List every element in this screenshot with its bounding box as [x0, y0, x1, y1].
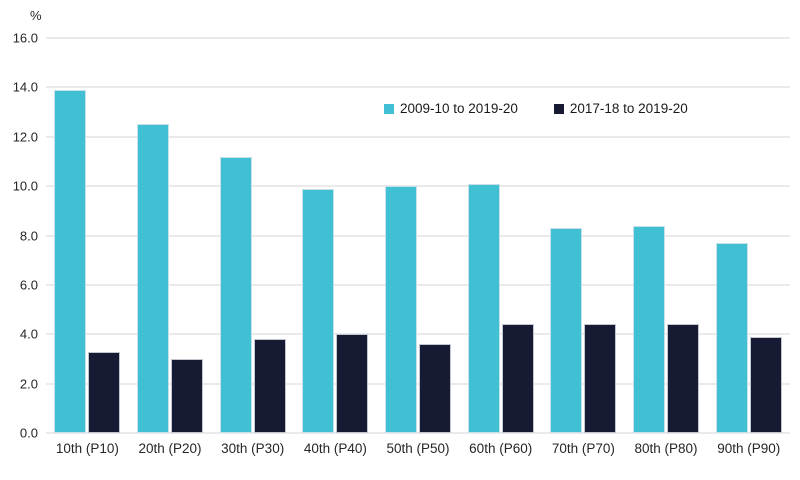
bar — [302, 188, 335, 433]
gridline — [46, 135, 790, 138]
bar — [54, 89, 87, 433]
gridline — [46, 432, 790, 434]
x-category-label: 70th (P70) — [551, 441, 615, 456]
y-tick-label: 4.0 — [19, 326, 38, 342]
x-category-label: 40th (P40) — [303, 441, 367, 456]
y-tick-label: 12.0 — [12, 129, 38, 145]
y-tick-label: 14.0 — [12, 79, 38, 95]
x-category-label: 60th (P60) — [469, 441, 533, 456]
bar — [137, 124, 169, 433]
bar — [336, 334, 369, 433]
bar — [501, 324, 534, 433]
y-tick-label: 2.0 — [19, 376, 38, 392]
x-category-label: 80th (P80) — [634, 441, 698, 456]
bar-group — [542, 38, 625, 433]
legend-label: 2009-10 to 2019-20 — [400, 101, 518, 116]
bar-group — [625, 38, 708, 433]
gridline — [46, 333, 790, 336]
y-tick-label: 0.0 — [19, 425, 38, 441]
legend: 2009-10 to 2019-20 2017-18 to 2019-20 — [384, 101, 688, 116]
x-category-label: 90th (P90) — [717, 441, 781, 456]
bar-group — [294, 38, 377, 433]
x-category-label: 50th (P50) — [386, 441, 450, 456]
legend-label: 2017-18 to 2019-20 — [569, 101, 688, 116]
bar — [171, 358, 203, 433]
gridline — [46, 86, 790, 89]
bar-groups — [46, 38, 790, 433]
bar — [467, 183, 500, 433]
bar — [88, 351, 121, 433]
x-category-label: 30th (P30) — [221, 441, 285, 456]
bar — [419, 344, 452, 433]
gridline — [46, 382, 790, 385]
bar-group — [377, 38, 460, 433]
bar — [584, 324, 617, 433]
bar — [715, 242, 748, 433]
bar-group — [459, 38, 542, 433]
bar-group — [129, 38, 212, 433]
legend-swatch-icon — [384, 103, 394, 114]
bar-group — [211, 38, 294, 433]
y-axis-unit-label: % — [30, 8, 42, 23]
x-category-label: 20th (P20) — [138, 441, 202, 456]
gridline — [46, 37, 790, 39]
x-axis: 10th (P10) 20th (P20) 30th (P30) 40th (P40)… — [46, 441, 790, 456]
x-category-label: 10th (P10) — [55, 441, 119, 456]
bar — [667, 324, 700, 433]
bar — [219, 156, 252, 433]
y-tick-label: 10.0 — [12, 178, 38, 194]
y-tick-label: 6.0 — [19, 277, 38, 293]
bar — [550, 228, 583, 433]
bar — [749, 336, 782, 433]
gridline — [46, 234, 790, 237]
legend-swatch-icon — [553, 103, 564, 114]
gridline — [46, 185, 790, 188]
bar-group — [46, 38, 129, 433]
bar — [253, 339, 286, 433]
plot-area — [46, 37, 790, 434]
legend-item-series-1: 2009-10 to 2019-20 — [384, 101, 518, 116]
bar — [633, 225, 666, 433]
gridline — [46, 283, 790, 286]
y-axis: 16.0 14.0 12.0 10.0 8.0 6.0 4.0 2.0 0.0 — [0, 31, 38, 441]
y-tick-label: 16.0 — [12, 30, 38, 46]
y-tick-label: 8.0 — [19, 228, 38, 243]
legend-item-series-2: 2017-18 to 2019-20 — [553, 101, 688, 116]
bar-group — [707, 38, 790, 433]
bar — [385, 186, 418, 433]
